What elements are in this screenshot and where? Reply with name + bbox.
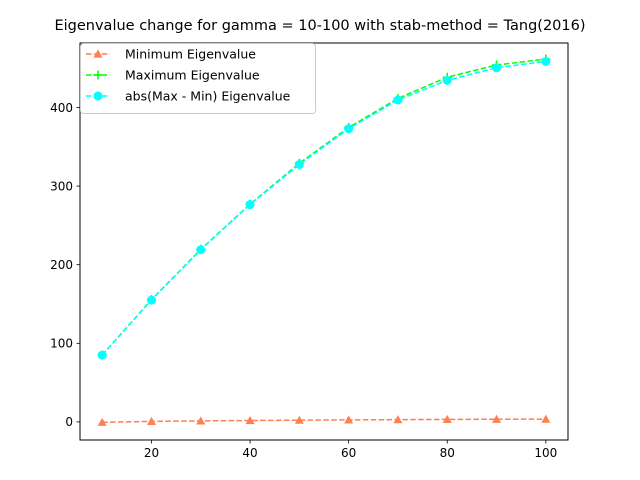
- legend-item-maximum-eigenvalue: Maximum Eigenvalue: [86, 68, 260, 83]
- y-tick-label: 100: [50, 337, 73, 351]
- x-tick-label: 100: [534, 446, 557, 460]
- series-line-abs-max-min-eigenvalue: [101, 60, 546, 356]
- axis-ticks: 20 40 60 80 100 0 100 200 300 400: [50, 101, 557, 460]
- legend-item-minimum-eigenvalue: Minimum Eigenvalue: [86, 47, 256, 62]
- series-minimum-eigenvalue: [97, 414, 551, 426]
- legend-label-maximum-eigenvalue: Maximum Eigenvalue: [125, 68, 260, 83]
- y-tick-label: 200: [50, 258, 73, 272]
- data-point-abs-max-min-eigenvalue: [492, 63, 502, 73]
- data-point-minimum-eigenvalue: [541, 414, 551, 423]
- data-point-abs-max-min-eigenvalue: [393, 95, 403, 105]
- data-point-minimum-eigenvalue: [245, 416, 255, 425]
- data-point-abs-max-min-eigenvalue: [442, 75, 452, 85]
- data-point-minimum-eigenvalue: [294, 415, 304, 424]
- y-tick-label: 300: [50, 179, 73, 193]
- data-point-minimum-eigenvalue: [344, 415, 354, 424]
- data-point-abs-max-min-eigenvalue: [146, 295, 156, 305]
- legend-marker-abs-max-min-eigenvalue: [93, 91, 103, 101]
- y-tick-label: 0: [65, 415, 73, 429]
- data-point-abs-max-min-eigenvalue: [245, 200, 255, 210]
- series-abs-max-min-eigenvalue: [97, 56, 551, 360]
- data-point-minimum-eigenvalue: [393, 415, 403, 424]
- data-point-minimum-eigenvalue: [492, 414, 502, 423]
- x-tick-label: 60: [341, 446, 356, 460]
- legend-label-minimum-eigenvalue: Minimum Eigenvalue: [125, 47, 256, 62]
- data-point-abs-max-min-eigenvalue: [541, 56, 551, 66]
- y-tick-label: 400: [50, 101, 73, 115]
- data-point-abs-max-min-eigenvalue: [294, 159, 304, 169]
- chart-title: Eigenvalue change for gamma = 10-100 wit…: [54, 18, 585, 34]
- x-tick-label: 40: [242, 446, 257, 460]
- series-line-minimum-eigenvalue: [102, 418, 546, 424]
- x-tick-label: 20: [144, 446, 159, 460]
- axes-frame: [79, 42, 569, 441]
- legend-marker-minimum-eigenvalue: [93, 49, 103, 58]
- data-point-minimum-eigenvalue: [196, 416, 206, 425]
- legend-item-abs-max-min-eigenvalue: abs(Max - Min) Eigenvalue: [86, 89, 291, 104]
- data-point-abs-max-min-eigenvalue: [344, 124, 354, 134]
- legend-box: [80, 43, 316, 114]
- plot-area: [97, 54, 551, 426]
- data-point-minimum-eigenvalue: [442, 414, 452, 424]
- data-point-minimum-eigenvalue: [146, 416, 156, 425]
- x-tick-label: 80: [440, 446, 455, 460]
- data-point-abs-max-min-eigenvalue: [97, 350, 107, 360]
- data-point-abs-max-min-eigenvalue: [196, 245, 206, 255]
- data-point-minimum-eigenvalue: [97, 417, 107, 426]
- legend: Minimum Eigenvalue Maximum Eigenvalue abs(…: [80, 43, 316, 114]
- legend-marker-maximum-eigenvalue: [93, 70, 103, 80]
- legend-label-abs-max-min-eigenvalue: abs(Max - Min) Eigenvalue: [125, 89, 291, 104]
